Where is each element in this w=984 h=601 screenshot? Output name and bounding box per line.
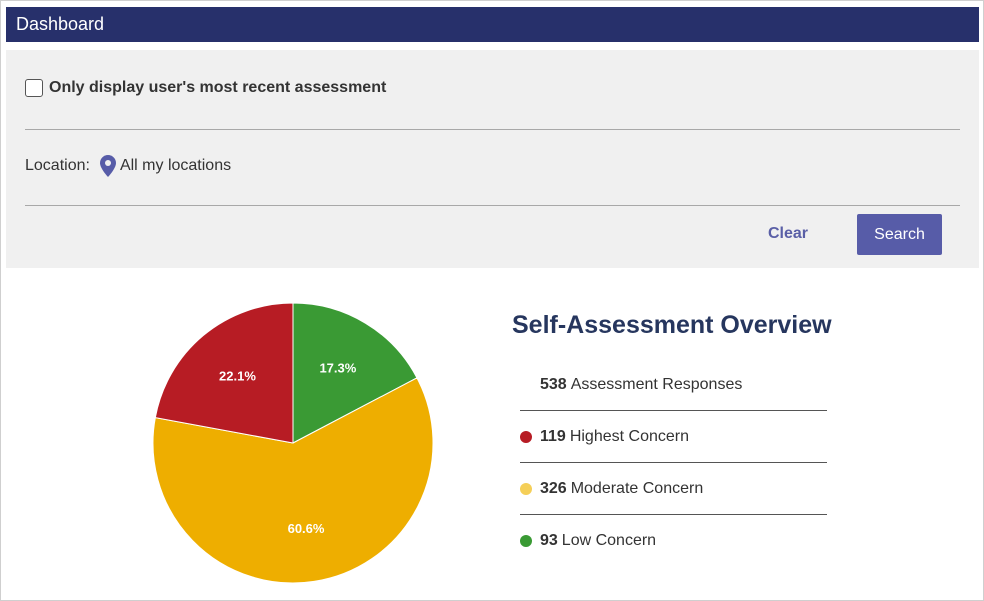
location-value[interactable]: All my locations bbox=[119, 157, 232, 174]
legend-dot-icon bbox=[520, 535, 532, 547]
stat-moderate-concern: 326 Moderate Concern bbox=[520, 463, 827, 515]
clear-button[interactable]: Clear bbox=[767, 225, 809, 242]
pie-slice-label: 60.6% bbox=[288, 521, 325, 536]
legend-dot-icon bbox=[520, 379, 532, 391]
stat-low-concern: 93 Low Concern bbox=[520, 515, 827, 567]
overview-title: Self-Assessment Overview bbox=[512, 311, 832, 339]
stat-label: Low Concern bbox=[561, 532, 657, 549]
stat-count: 326 bbox=[540, 479, 567, 497]
recent-only-label: Only display user's most recent assessme… bbox=[49, 79, 387, 96]
recent-only-option[interactable]: Only display user's most recent assessme… bbox=[25, 78, 386, 98]
legend-dot-icon bbox=[520, 430, 532, 443]
legend-dot-icon bbox=[520, 482, 532, 495]
page-title: Dashboard bbox=[6, 7, 979, 42]
stat-count: 93 bbox=[540, 532, 558, 549]
stat-total-responses: 538 Assessment Responses bbox=[520, 359, 827, 411]
stat-count: 119 bbox=[540, 427, 566, 445]
concern-pie-chart: 17.3% 60.6% 22.1% bbox=[152, 302, 434, 584]
map-pin-icon[interactable] bbox=[99, 155, 116, 177]
stat-label: Assessment Responses bbox=[570, 375, 743, 393]
pie-slice-label: 17.3% bbox=[319, 361, 356, 376]
filter-divider bbox=[25, 205, 960, 206]
filter-divider bbox=[25, 129, 960, 130]
pie-slice-label: 22.1% bbox=[219, 368, 256, 383]
stat-label: Moderate Concern bbox=[570, 479, 704, 497]
location-label: Location: bbox=[25, 157, 90, 174]
stat-count: 538 bbox=[540, 375, 567, 393]
pie-slice-moderate-concern[interactable] bbox=[152, 377, 434, 584]
location-filter: Location: All my locations bbox=[25, 154, 231, 178]
recent-only-checkbox[interactable] bbox=[25, 79, 43, 97]
pie-slice-highest-concern[interactable] bbox=[154, 302, 294, 444]
pie-slice-low-concern[interactable] bbox=[292, 302, 418, 444]
filter-panel: Only display user's most recent assessme… bbox=[6, 50, 979, 268]
search-button[interactable]: Search bbox=[857, 214, 942, 255]
stat-highest-concern: 119 Highest Concern bbox=[520, 411, 827, 463]
stat-label: Highest Concern bbox=[569, 427, 689, 445]
